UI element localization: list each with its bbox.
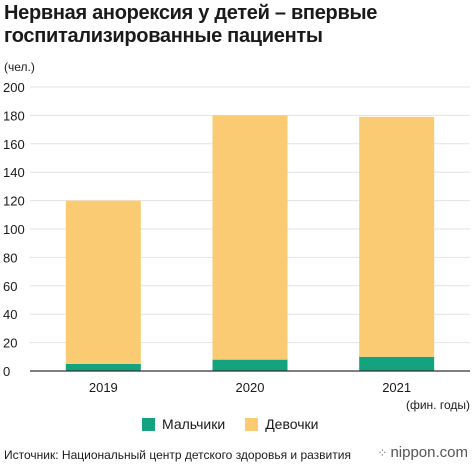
y-tick-label: 120 [3,194,25,209]
y-tick-label: 0 [3,364,10,379]
legend-item-girls: Девочки [245,416,318,432]
y-tick-label: 140 [3,165,25,180]
legend-label-boys: Мальчики [162,416,226,432]
y-tick-label: 200 [3,80,25,95]
legend-item-boys: Мальчики [142,416,225,432]
chart-title-line-2: госпитализированные пациенты [4,25,323,47]
x-tick-label: 2021 [382,380,411,395]
brand-dots-icon: ⁘ [377,446,388,460]
bar-boys [65,363,141,371]
y-tick-label: 60 [3,279,17,294]
chart-title-line-1: Нервная анорексия у детей – впервые [4,2,378,24]
y-tick-label: 100 [3,222,25,237]
bar-girls [212,115,288,360]
y-tick-label: 80 [3,250,17,265]
source-note: Источник: Национальный центр детского зд… [4,448,351,462]
y-unit-label: (чел.) [4,60,35,74]
y-tick-label: 40 [3,307,17,322]
y-tick-label: 180 [3,108,25,123]
bar-boys [212,359,288,371]
x-unit-label: (фин. годы) [406,398,470,412]
bar-boys [359,356,435,371]
y-tick-label: 160 [3,137,25,152]
bar-girls [65,200,141,364]
legend: Мальчики Девочки [142,416,338,432]
x-tick-label: 2019 [89,380,118,395]
x-tick-label: 2020 [236,380,265,395]
bar-girls [359,116,435,357]
y-tick-label: 20 [3,336,17,351]
legend-swatch-girls [245,417,259,431]
chart-title: Нервная анорексия у детей – впервые госп… [4,2,470,48]
bar-chart: 0 20 40 60 80 100 120 140 160 180 200 2019 2020 2021 (… [3,80,470,412]
brand-logo[interactable]: ⁘ nippon.com [377,444,468,461]
legend-label-girls: Девочки [265,416,319,432]
brand-text: nippon.com [390,444,468,461]
legend-swatch-boys [142,417,155,431]
